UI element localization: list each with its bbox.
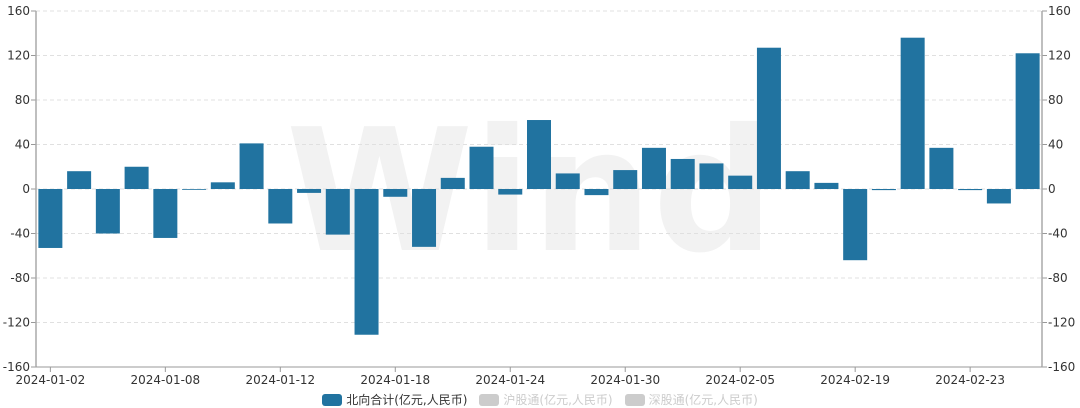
x-tick-label: 2024-02-19 — [820, 373, 890, 387]
bar — [95, 189, 120, 234]
bar — [38, 189, 63, 248]
x-tick-label: 2024-02-05 — [705, 373, 775, 387]
bar — [1015, 53, 1040, 190]
bar — [297, 189, 322, 193]
y-tick-label: 160 — [7, 4, 30, 18]
y-tick-label-right: 0 — [1048, 182, 1056, 196]
y-tick-label: -80 — [10, 271, 30, 285]
bar — [153, 189, 178, 238]
y-tick-label: -40 — [10, 227, 30, 241]
y-tick-label-right: 40 — [1048, 138, 1063, 152]
legend-label: 北向合计(亿元,人民币) — [346, 393, 468, 407]
bar — [412, 189, 437, 247]
bar — [469, 146, 494, 189]
bar — [210, 182, 235, 189]
bar — [67, 171, 92, 189]
legend-label: 沪股通(亿元,人民币) — [503, 393, 613, 407]
bar — [584, 189, 609, 196]
bar — [900, 37, 925, 190]
bar — [239, 143, 264, 189]
bar — [670, 158, 695, 189]
bar — [354, 189, 379, 335]
bar — [124, 166, 149, 189]
bar — [440, 177, 465, 189]
bar — [641, 147, 666, 189]
x-tick-label: 2024-01-24 — [475, 373, 545, 387]
legend-swatch — [322, 393, 343, 406]
legend-item-northbound[interactable]: 北向合计(亿元,人民币) — [322, 391, 467, 408]
y-tick-label-right: -160 — [1048, 360, 1075, 374]
bar — [498, 189, 523, 195]
legend-label: 深股通(亿元,人民币) — [648, 393, 758, 407]
y-tick-label-right: 80 — [1048, 93, 1063, 107]
legend-item-shanghai-connect[interactable]: 沪股通(亿元,人民币) — [479, 391, 613, 408]
y-tick-label: 80 — [15, 93, 30, 107]
x-tick-label: 2024-01-08 — [130, 373, 200, 387]
y-tick-label: 0 — [22, 182, 30, 196]
bar — [958, 189, 983, 191]
legend-item-shenzhen-connect[interactable]: 深股通(亿元,人民币) — [624, 391, 758, 408]
bar — [268, 189, 293, 224]
bar — [785, 171, 810, 189]
bar — [699, 163, 724, 189]
bar — [871, 189, 896, 191]
x-tick-label: 2024-01-02 — [15, 373, 85, 387]
y-tick-label-right: 160 — [1048, 4, 1071, 18]
bar — [613, 170, 638, 189]
bar — [756, 47, 781, 190]
bar — [555, 173, 580, 189]
y-tick-label-right: -40 — [1048, 227, 1068, 241]
bar — [383, 189, 408, 197]
y-tick-label: -120 — [3, 316, 30, 330]
bar — [728, 175, 753, 189]
bar — [986, 189, 1011, 204]
y-tick-label-right: -120 — [1048, 316, 1075, 330]
bar — [929, 147, 954, 189]
y-tick-label: 40 — [15, 138, 30, 152]
x-tick-label: 2024-01-18 — [360, 373, 430, 387]
bar — [843, 189, 868, 261]
bar — [182, 189, 207, 190]
y-tick-label: 120 — [7, 49, 30, 63]
y-tick-label-right: 120 — [1048, 49, 1071, 63]
legend: 北向合计(亿元,人民币) 沪股通(亿元,人民币) 深股通(亿元,人民币) — [0, 391, 1080, 408]
bar — [527, 120, 551, 189]
x-tick-label: 2024-01-12 — [245, 373, 315, 387]
x-tick-label: 2024-02-23 — [935, 373, 1005, 387]
bar — [325, 189, 350, 235]
y-tick-label: -160 — [3, 360, 30, 374]
legend-swatch — [479, 393, 500, 406]
x-tick-label: 2024-01-30 — [590, 373, 660, 387]
y-tick-label-right: -80 — [1048, 271, 1068, 285]
bar — [814, 182, 839, 189]
legend-swatch — [624, 393, 645, 406]
